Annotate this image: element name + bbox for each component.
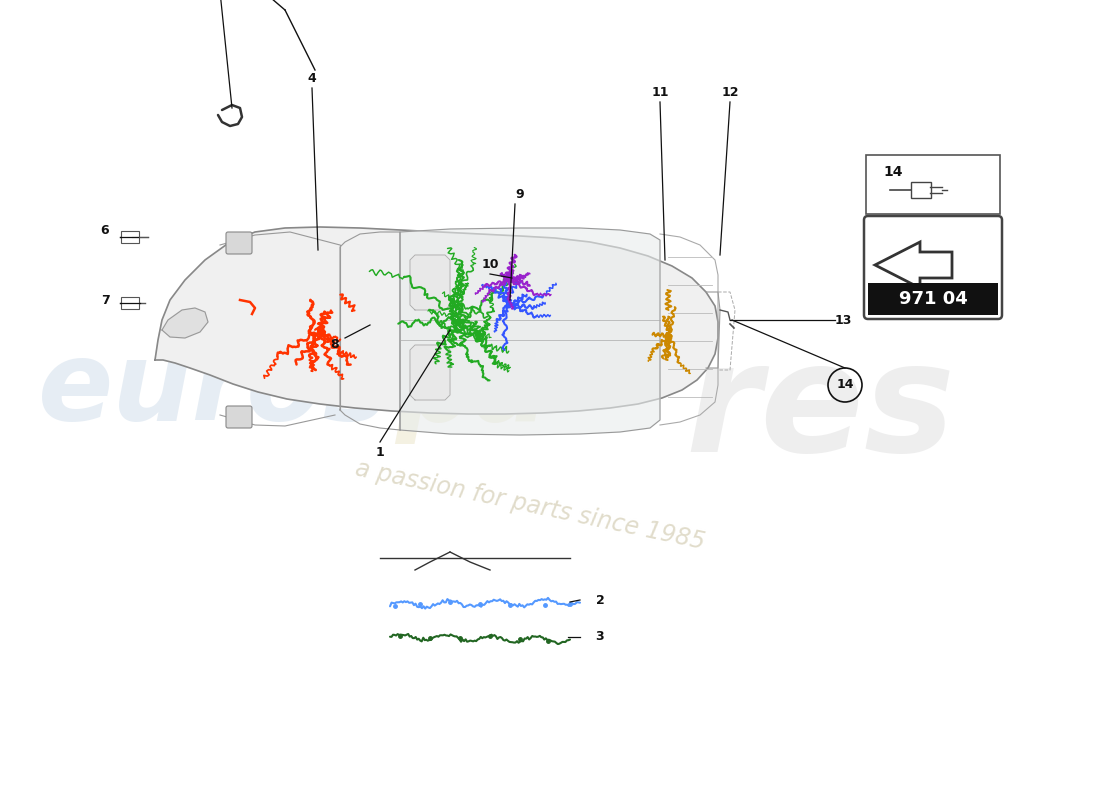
Polygon shape [410, 255, 450, 310]
Polygon shape [155, 227, 718, 414]
Text: 11: 11 [651, 86, 669, 98]
Text: res: res [685, 335, 955, 485]
Polygon shape [400, 228, 660, 435]
Text: 4: 4 [308, 71, 317, 85]
Text: 10: 10 [482, 258, 498, 271]
Text: 12: 12 [722, 86, 739, 98]
FancyBboxPatch shape [121, 231, 139, 243]
Text: 3: 3 [596, 630, 604, 643]
FancyBboxPatch shape [868, 283, 998, 315]
FancyBboxPatch shape [911, 182, 931, 198]
Text: 6: 6 [101, 223, 109, 237]
FancyBboxPatch shape [226, 406, 252, 428]
Polygon shape [874, 242, 952, 288]
Text: 9: 9 [516, 189, 525, 202]
Text: 8: 8 [331, 338, 339, 351]
Text: 1: 1 [375, 446, 384, 458]
Text: a passion for parts since 1985: a passion for parts since 1985 [353, 456, 707, 554]
Text: pa: pa [395, 337, 550, 443]
Text: 13: 13 [834, 314, 851, 326]
Text: euros: euros [39, 337, 390, 443]
Text: 971 04: 971 04 [899, 290, 967, 308]
Text: 2: 2 [595, 594, 604, 606]
Text: 14: 14 [836, 378, 854, 391]
FancyBboxPatch shape [226, 232, 252, 254]
Text: 7: 7 [100, 294, 109, 306]
FancyBboxPatch shape [864, 216, 1002, 319]
Polygon shape [162, 308, 208, 338]
FancyBboxPatch shape [121, 297, 139, 309]
FancyBboxPatch shape [866, 155, 1000, 214]
Polygon shape [410, 345, 450, 400]
Text: 14: 14 [883, 165, 902, 179]
